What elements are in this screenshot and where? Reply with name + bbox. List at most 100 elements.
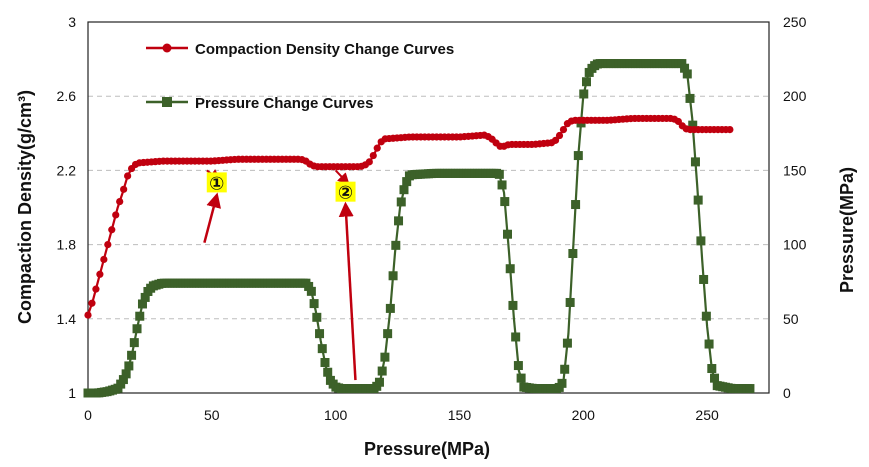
data-point: [555, 131, 564, 140]
data-point: [315, 329, 325, 339]
data-point: [116, 379, 126, 389]
callout-2: ②: [334, 169, 357, 381]
x-axis-ticks: 0 50 100 150 200 250: [84, 407, 719, 423]
plot-area: [87, 21, 770, 394]
data-point: [562, 338, 572, 348]
data-point: [565, 297, 575, 307]
data-point: [516, 373, 526, 383]
data-point: [369, 151, 377, 160]
data-point: [140, 292, 150, 302]
callout-2-highlight: [335, 181, 356, 202]
data-point: [682, 69, 692, 79]
callout-2-arrow: [338, 201, 357, 381]
data-point: [745, 384, 755, 394]
data-point: [685, 93, 695, 103]
y-left-tick-label: 2.6: [57, 88, 77, 104]
data-point: [726, 125, 734, 134]
data-point: [306, 286, 316, 296]
data-point: [573, 151, 583, 161]
x-axis-title: Pressure(MPa): [364, 439, 490, 459]
y-left-tick-label: 2.2: [57, 162, 77, 178]
data-point: [84, 311, 92, 319]
data-point: [100, 255, 108, 264]
data-point: [92, 285, 100, 293]
data-point: [581, 77, 591, 87]
data-point: [699, 274, 709, 284]
x-tick-label: 200: [572, 407, 596, 423]
y-left-tick-label: 1.4: [57, 311, 77, 327]
y-left-axis-ticks: 1 1.4 1.8 2.2 2.6 3: [57, 14, 77, 401]
series-line: [88, 62, 752, 395]
data-point: [132, 324, 142, 334]
y-right-tick-label: 0: [783, 385, 791, 401]
data-point: [391, 240, 401, 250]
data-point: [494, 169, 504, 179]
data-point: [309, 299, 319, 309]
data-point: [680, 63, 690, 73]
data-point: [135, 311, 145, 321]
data-point: [559, 125, 568, 134]
data-point: [96, 270, 104, 278]
legend: Compaction Density Change Curves Pressur…: [146, 41, 454, 112]
data-point: [511, 332, 521, 342]
data-point: [137, 299, 147, 309]
x-tick-label: 250: [695, 407, 719, 423]
callout-1-highlight: [206, 172, 227, 193]
y-right-tick-label: 100: [783, 237, 807, 253]
legend-label-density: Compaction Density Change Curves: [195, 41, 454, 58]
data-point: [380, 352, 390, 362]
y-left-tick-label: 1: [68, 385, 76, 401]
data-point: [120, 185, 128, 193]
data-point: [377, 366, 387, 376]
data-point: [508, 300, 518, 310]
data-point: [693, 195, 703, 205]
data-point: [312, 312, 322, 322]
data-point: [688, 120, 698, 130]
data-point: [108, 226, 116, 234]
data-point: [402, 177, 412, 187]
x-tick-label: 150: [448, 407, 472, 423]
data-point: [129, 338, 139, 348]
data-point: [124, 172, 132, 180]
data-point: [317, 344, 327, 354]
data-point: [396, 197, 406, 207]
data-point: [690, 157, 700, 167]
data-point: [707, 364, 717, 374]
x-tick-label: 50: [204, 407, 220, 423]
data-point: [104, 241, 112, 249]
data-point: [677, 59, 687, 69]
x-tick-label: 100: [324, 407, 348, 423]
callout-1-arrow: [203, 192, 221, 244]
gridlines: [88, 95, 769, 320]
data-point: [500, 197, 510, 207]
data-point: [399, 185, 409, 195]
data-point: [88, 299, 96, 307]
legend-marker-density: [162, 43, 172, 53]
data-point: [568, 249, 578, 259]
data-point: [513, 361, 523, 371]
legend-label-pressure: Pressure Change Curves: [195, 95, 373, 112]
y-right-axis-title: Pressure(MPa): [837, 167, 857, 293]
data-point: [118, 375, 128, 385]
data-point: [502, 229, 512, 239]
data-point: [710, 373, 720, 383]
data-point: [320, 358, 330, 368]
y-right-tick-label: 50: [783, 311, 799, 327]
data-point: [374, 377, 384, 387]
callout-2-leader: [334, 169, 350, 186]
data-point: [304, 281, 314, 291]
data-point: [116, 197, 124, 206]
data-point: [497, 180, 507, 190]
data-point: [394, 216, 404, 226]
data-point: [383, 329, 393, 339]
callout-1: ①: [203, 169, 227, 244]
data-point: [121, 369, 131, 379]
y-right-tick-label: 250: [783, 14, 807, 30]
data-point: [696, 236, 706, 246]
data-point: [701, 311, 711, 321]
data-point: [579, 89, 589, 99]
data-point: [385, 303, 395, 313]
data-point: [505, 264, 515, 274]
x-tick-label: 0: [84, 407, 92, 423]
